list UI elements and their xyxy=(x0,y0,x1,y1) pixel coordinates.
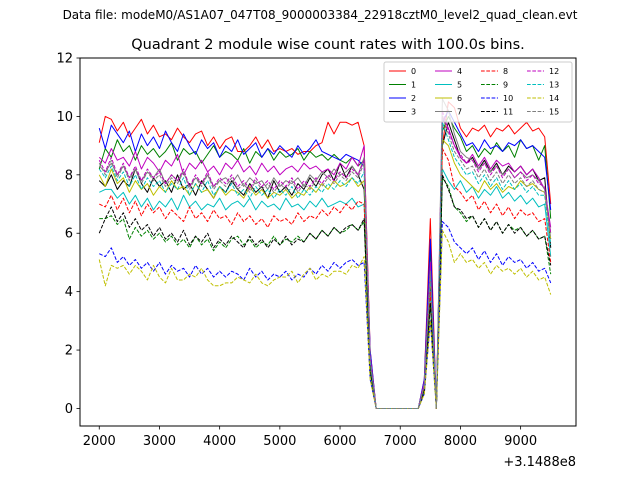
x-tick-label: 8000 xyxy=(444,434,477,449)
legend-entry-1: 1 xyxy=(389,81,416,90)
legend-label: 4 xyxy=(457,67,462,76)
y-tick-label: 12 xyxy=(56,52,73,67)
legend-label: 3 xyxy=(411,108,416,117)
legend-entry-3: 3 xyxy=(389,108,416,117)
legend-entry-12: 12 xyxy=(527,67,559,76)
series-line-13 xyxy=(98,121,552,409)
series-line-12 xyxy=(98,110,552,409)
figure-suptitle: Data file: modeM0/AS1A07_047T08_90000033… xyxy=(62,8,578,22)
legend-label: 2 xyxy=(411,94,416,103)
legend-label: 7 xyxy=(457,108,462,117)
legend-entry-8: 8 xyxy=(481,67,508,76)
y-tick-label: 6 xyxy=(65,227,73,242)
legend-label: 13 xyxy=(549,81,559,90)
legend-entry-11: 11 xyxy=(481,108,513,117)
legend-label: 11 xyxy=(503,108,513,117)
y-tick-label: 0 xyxy=(65,402,73,417)
series-line-2 xyxy=(98,110,552,409)
legend-label: 15 xyxy=(549,108,559,117)
series-line-3 xyxy=(98,121,552,409)
x-tick-label: 6000 xyxy=(323,434,356,449)
legend-entry-4: 4 xyxy=(435,67,462,76)
legend-entry-6: 6 xyxy=(435,94,462,103)
series-line-10 xyxy=(99,221,552,409)
series-line-9 xyxy=(99,177,552,409)
legend-label: 0 xyxy=(411,67,416,76)
x-tick-label: 5000 xyxy=(263,434,296,449)
x-tick-label: 7000 xyxy=(384,434,417,449)
x-tick-label: 2000 xyxy=(83,434,116,449)
series-line-6 xyxy=(98,139,552,409)
y-tick-label: 4 xyxy=(65,285,73,300)
y-tick-label: 10 xyxy=(56,110,73,125)
x-tick-label: 3000 xyxy=(143,434,176,449)
series-line-1 xyxy=(98,115,552,409)
legend-entry-14: 14 xyxy=(527,94,559,103)
legend-label: 1 xyxy=(411,81,416,90)
series-line-14 xyxy=(98,229,552,409)
axes-frame xyxy=(79,57,577,427)
legend-entry-10: 10 xyxy=(481,94,513,103)
legend-entry-0: 0 xyxy=(389,67,416,76)
legend-entry-2: 2 xyxy=(389,94,416,103)
legend-entry-5: 5 xyxy=(435,81,462,90)
legend-label: 12 xyxy=(549,67,559,76)
series-line-11 xyxy=(98,174,552,409)
series-line-0 xyxy=(98,101,552,409)
legend-label: 10 xyxy=(503,94,513,103)
legend-entry-15: 15 xyxy=(527,108,559,117)
legend-box xyxy=(383,61,573,123)
y-axis: 0 2 4 6 8 10 12 xyxy=(56,52,80,417)
series-line-4 xyxy=(98,115,552,409)
y-tick-label: 8 xyxy=(65,168,73,183)
x-axis: 2000 3000 4000 5000 6000 7000 8000 9000 xyxy=(83,426,537,449)
series-line-5 xyxy=(99,168,552,409)
legend-entry-13: 13 xyxy=(527,81,559,90)
legend-label: 14 xyxy=(549,94,559,103)
series-line-15 xyxy=(98,115,552,409)
plot-area xyxy=(98,98,552,409)
legend-label: 8 xyxy=(503,67,508,76)
legend-label: 9 xyxy=(503,81,508,90)
legend-label: 5 xyxy=(457,81,462,90)
series-line-8 xyxy=(99,148,552,409)
x-tick-label: 9000 xyxy=(504,434,537,449)
legend-entry-7: 7 xyxy=(435,108,462,117)
y-tick-label: 2 xyxy=(65,344,73,359)
x-tick-label: 4000 xyxy=(203,434,236,449)
chart-title: Quadrant 2 module wise count rates with … xyxy=(131,37,525,53)
legend-entry-9: 9 xyxy=(481,81,508,90)
legend-label: 6 xyxy=(457,94,462,103)
x-offset-label: +3.1488e8 xyxy=(503,455,576,470)
